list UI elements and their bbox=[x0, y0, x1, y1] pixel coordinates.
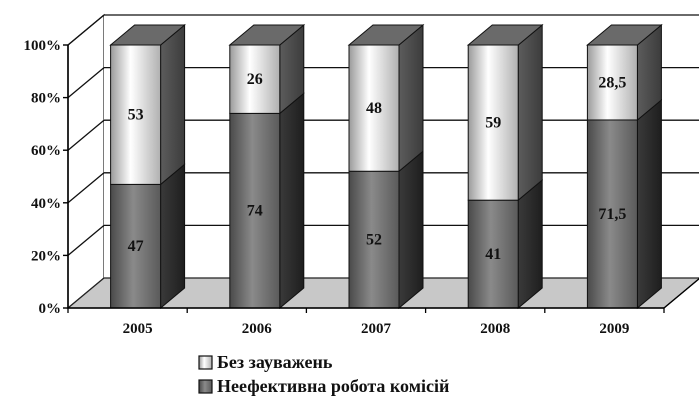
bar-side-2008-1 bbox=[517, 23, 543, 202]
legend-swatch-1 bbox=[198, 379, 213, 394]
floor-edge bbox=[663, 278, 699, 309]
x-tick-label-2007: 2007 bbox=[361, 321, 392, 337]
data-label-2008-0: 41 bbox=[485, 246, 501, 263]
y-tick-label-1: 20% bbox=[31, 248, 61, 264]
x-tick-label-2009: 2009 bbox=[599, 321, 629, 337]
gridline-side bbox=[67, 172, 105, 204]
data-label-2005-1: 53 bbox=[128, 107, 144, 124]
bar-side-2009-0 bbox=[636, 98, 662, 310]
bar-side-2006-0 bbox=[279, 92, 305, 310]
bar-segment-2007-0 bbox=[348, 170, 400, 309]
bar-top-2006 bbox=[228, 24, 306, 46]
bar-top-2005 bbox=[109, 24, 186, 46]
y-tick-label-4: 80% bbox=[31, 91, 61, 107]
bar-segment-2009-0 bbox=[586, 119, 638, 309]
y-tick-label-5: 100% bbox=[24, 38, 62, 54]
data-labels: 47 53 74 26 52 48 41 59 71,5 28,5 bbox=[128, 71, 627, 263]
legend-label-1: Неефективна робота комісій bbox=[217, 376, 449, 396]
side-wall bbox=[67, 13, 105, 310]
legend-swatch-0 bbox=[198, 355, 213, 370]
bar-top-2009 bbox=[586, 24, 663, 46]
x-tick-label-2005: 2005 bbox=[123, 321, 153, 337]
gridline-side bbox=[67, 119, 105, 151]
data-label-2006-0: 74 bbox=[247, 203, 263, 220]
data-label-2007-0: 52 bbox=[366, 232, 382, 249]
axes: 2005 2006 2007 2008 2009 0% 20% 40% 60% 80% 100% bbox=[24, 38, 699, 337]
gridline-side bbox=[67, 67, 105, 99]
bar-segment-2007-1 bbox=[348, 44, 400, 172]
y-tick-label-3: 60% bbox=[31, 143, 61, 159]
bar-side-2007-0 bbox=[398, 150, 424, 310]
bar-side-2005-0 bbox=[160, 163, 186, 310]
y-tick-label-2: 40% bbox=[31, 196, 61, 212]
gridline-side bbox=[67, 224, 105, 256]
data-label-2007-1: 48 bbox=[366, 100, 382, 117]
legend-label-0: Без зауважень bbox=[217, 352, 333, 372]
data-label-2006-1: 26 bbox=[247, 71, 263, 88]
bar-side-2008-0 bbox=[517, 179, 543, 310]
legend: Без зауважень Неефективна робота комісій bbox=[198, 352, 449, 396]
bar-segment-2006-0 bbox=[229, 112, 281, 309]
bar-segment-2005-0 bbox=[110, 183, 162, 309]
bar-segment-2005-1 bbox=[110, 44, 162, 185]
bars bbox=[109, 23, 663, 310]
data-label-2008-1: 59 bbox=[485, 115, 501, 132]
bar-side-2005-1 bbox=[160, 23, 186, 186]
x-tick-label-2008: 2008 bbox=[480, 321, 510, 337]
y-tick-label-0: 0% bbox=[39, 301, 62, 317]
bar-side-2007-1 bbox=[398, 23, 424, 173]
data-label-2005-0: 47 bbox=[128, 238, 144, 255]
bar-top-2008 bbox=[466, 24, 544, 46]
bar-top-2007 bbox=[347, 24, 425, 46]
bar-segment-2008-1 bbox=[467, 44, 519, 201]
data-label-2009-0: 71,5 bbox=[598, 206, 626, 223]
data-label-2009-1: 28,5 bbox=[598, 74, 626, 91]
bar-segment-2008-0 bbox=[467, 199, 519, 309]
gridline-side bbox=[67, 14, 105, 46]
bar-segment-2009-1 bbox=[586, 44, 638, 121]
x-tick-label-2006: 2006 bbox=[242, 321, 273, 337]
